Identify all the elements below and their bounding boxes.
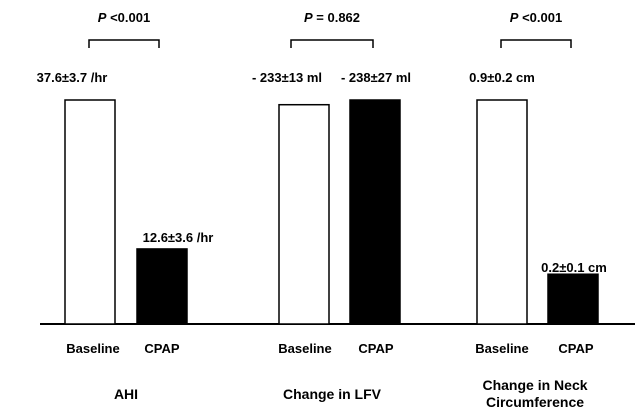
p-value-label: P <0.001 xyxy=(98,10,150,25)
category-label: Baseline xyxy=(278,341,331,356)
category-label: CPAP xyxy=(144,341,179,356)
category-label: Baseline xyxy=(475,341,528,356)
p-value-label: P <0.001 xyxy=(510,10,562,25)
chart-groups: P <0.001 37.6±3.7 /hr Baseline 12.6±3.6 /hr… xyxy=(37,10,607,410)
p-value-label: P = 0.862 xyxy=(304,10,360,25)
p-value-symbol: P xyxy=(304,10,313,25)
p-value-text: = 0.862 xyxy=(313,10,360,25)
bar-cpap xyxy=(349,99,401,325)
chart-group-1: P <0.001 37.6±3.7 /hr Baseline 12.6±3.6 /hr… xyxy=(37,10,214,402)
bar-baseline xyxy=(476,99,528,325)
p-value-text: <0.001 xyxy=(518,10,562,25)
category-label: CPAP xyxy=(358,341,393,356)
p-value-symbol: P xyxy=(98,10,107,25)
bar-baseline xyxy=(278,103,330,325)
group-title: Change in LFV xyxy=(283,386,382,402)
data-label: 37.6±3.7 /hr xyxy=(37,70,108,85)
group-title: Circumference xyxy=(486,394,584,410)
bar-baseline xyxy=(64,99,116,325)
significance-bracket xyxy=(500,39,572,48)
significance-bracket xyxy=(88,39,160,48)
p-value-text: <0.001 xyxy=(106,10,150,25)
data-label: - 238±27 ml xyxy=(341,70,411,85)
group-title: Change in Neck xyxy=(482,377,587,393)
bar-cpap xyxy=(547,273,599,325)
data-label: 0.2±0.1 cm xyxy=(541,260,607,275)
data-label: 0.9±0.2 cm xyxy=(469,70,535,85)
data-label: 12.6±3.6 /hr xyxy=(143,230,214,245)
category-label: CPAP xyxy=(558,341,593,356)
category-label: Baseline xyxy=(66,341,119,356)
chart-group-2: P = 0.862 - 233±13 ml Baseline - 238±27 ml C… xyxy=(252,10,411,402)
p-value-symbol: P xyxy=(510,10,519,25)
chart-group-3: P <0.001 0.9±0.2 cm Baseline 0.2±0.1 cm CPAP… xyxy=(469,10,607,410)
significance-bracket xyxy=(290,39,374,48)
data-label: - 233±13 ml xyxy=(252,70,322,85)
bar-cpap xyxy=(136,248,188,325)
group-title: AHI xyxy=(114,386,138,402)
